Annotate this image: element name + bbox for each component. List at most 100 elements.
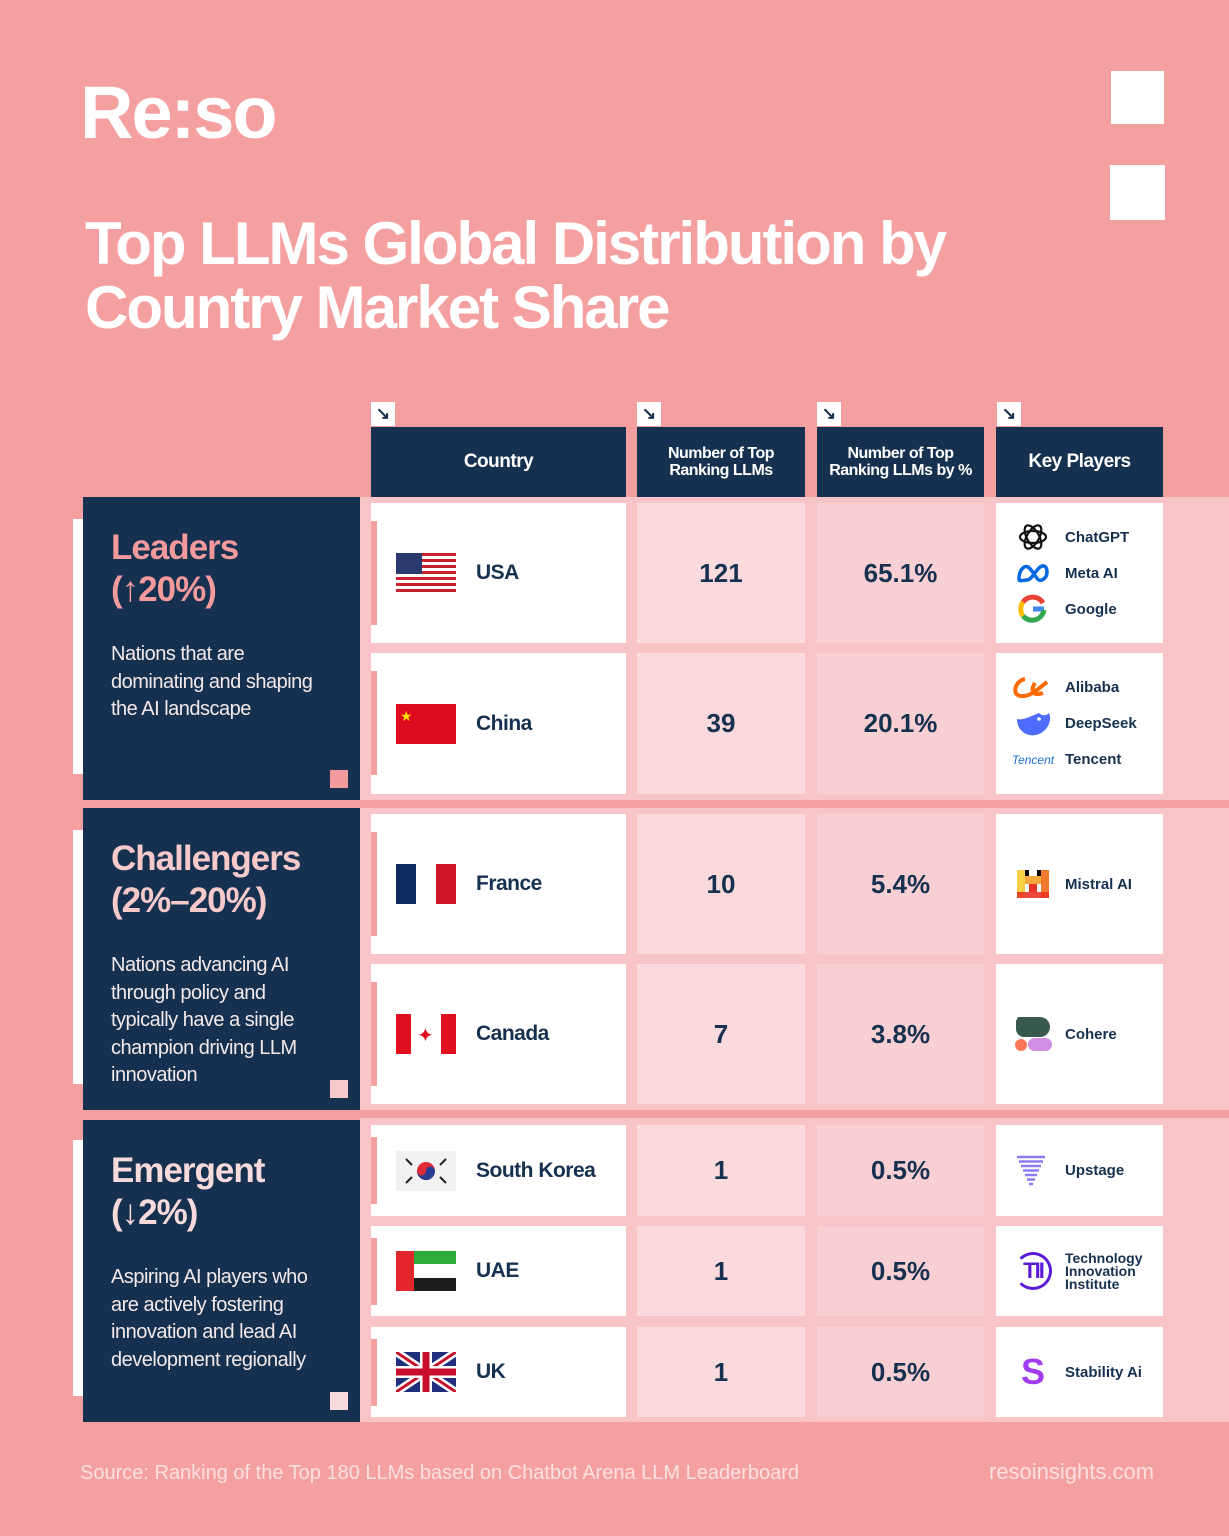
key-player: Upstage	[1011, 1155, 1125, 1185]
key-player-name: ChatGPT	[1065, 528, 1130, 546]
key-player: TII Technology Innovation Institute	[1011, 1251, 1155, 1291]
llm-count: 7	[637, 964, 805, 1104]
flag-uae-icon	[396, 1251, 456, 1291]
row-accent	[371, 1238, 377, 1305]
key-player-name: Upstage	[1065, 1162, 1125, 1179]
key-player-name: Meta AI	[1065, 564, 1118, 582]
arrow-down-right-icon: ↘	[997, 402, 1021, 426]
key-player-name: DeepSeek	[1065, 715, 1137, 732]
key-player-name: Mistral AI	[1065, 875, 1132, 893]
country-name: UAE	[476, 1259, 519, 1282]
row-accent	[371, 832, 377, 936]
row-accent	[371, 521, 377, 625]
panel-accent-bar	[73, 830, 83, 1084]
country-name: France	[476, 872, 542, 895]
flag-korea-icon	[396, 1150, 456, 1191]
decorative-square	[1111, 71, 1164, 124]
group-name: Leaders	[111, 528, 239, 567]
mistral-icon	[1011, 870, 1055, 898]
key-players-cell: Mistral AI	[996, 814, 1163, 954]
llm-count: 121	[637, 503, 805, 643]
group-range: (↑20%)	[111, 570, 217, 609]
cohere-icon	[1011, 1017, 1055, 1051]
header-country: Country	[371, 427, 626, 497]
country-cell: UAE	[371, 1226, 626, 1316]
key-players-cell: S Stability Ai	[996, 1327, 1163, 1417]
deepseek-icon	[1011, 710, 1055, 738]
group-title: Emergent (↓2%)	[111, 1150, 332, 1234]
row-accent	[371, 671, 377, 775]
key-player: Tencent Tencent	[1011, 746, 1122, 774]
country-cell: France	[371, 814, 626, 954]
llm-count: 1	[637, 1125, 805, 1216]
country-cell: ★ China	[371, 653, 626, 794]
flag-usa-icon	[396, 553, 456, 593]
group-description: Nations advancing AI through policy and …	[111, 954, 297, 1086]
panel-accent-bar	[73, 1140, 83, 1396]
llm-percent: 0.5%	[817, 1125, 984, 1216]
country-cell: ✦ Canada	[371, 964, 626, 1104]
country-name: South Korea	[476, 1158, 596, 1182]
country-cell: South Korea	[371, 1125, 626, 1216]
page-title: Top LLMs Global Distribution by Country …	[85, 210, 947, 341]
meta-icon	[1011, 559, 1055, 587]
key-player-name: Google	[1065, 600, 1117, 618]
country-name: Canada	[476, 1022, 549, 1045]
brand-logo: Re:so	[80, 71, 278, 154]
row-accent	[371, 1339, 377, 1406]
key-players-cell: ChatGPT Meta AI Google	[996, 503, 1163, 643]
svg-text:✦: ✦	[417, 1025, 434, 1047]
country-name: USA	[476, 561, 519, 584]
flag-uk-icon	[393, 1348, 459, 1396]
tii-icon-text: TII	[1014, 1252, 1052, 1290]
key-players-cell: Alibaba DeepSeek Tencent Tencent	[996, 653, 1163, 794]
llm-count: 1	[637, 1226, 805, 1316]
tencent-icon-text: Tencent	[1011, 752, 1055, 767]
alibaba-icon	[1011, 674, 1055, 702]
llm-percent: 65.1%	[817, 503, 984, 643]
group-title: Leaders (↑20%)	[111, 527, 332, 611]
header-key-players: Key Players	[996, 427, 1163, 497]
key-player: Alibaba	[1011, 674, 1119, 702]
decorative-square	[1110, 165, 1165, 220]
flag-france-icon	[396, 864, 456, 904]
key-player-name: Tencent	[1065, 751, 1122, 768]
key-player-name: Cohere	[1065, 1025, 1117, 1043]
google-icon	[1011, 594, 1055, 623]
key-player: Google	[1011, 594, 1117, 623]
llm-percent: 3.8%	[817, 964, 984, 1104]
llm-count: 10	[637, 814, 805, 954]
key-players-cell: Cohere	[996, 964, 1163, 1104]
key-player: Cohere	[1011, 1017, 1117, 1051]
arrow-down-right-icon: ↘	[817, 402, 841, 426]
group-name: Emergent	[111, 1151, 265, 1190]
key-player: DeepSeek	[1011, 710, 1137, 738]
openai-icon	[1011, 523, 1055, 551]
group-panel-challengers: Challengers (2%–20%) Nations advancing AI …	[83, 808, 360, 1110]
country-cell: UK	[371, 1327, 626, 1417]
llm-percent: 5.4%	[817, 814, 984, 954]
country-name: UK	[476, 1360, 506, 1383]
key-player-name: Alibaba	[1065, 679, 1120, 696]
decorative-square	[330, 770, 348, 788]
flag-canada-icon: ✦	[396, 1014, 456, 1054]
llm-count: 1	[637, 1327, 805, 1417]
website-link[interactable]: resoinsights.com	[989, 1459, 1155, 1484]
group-panel-emergent: Emergent (↓2%) Aspiring AI players who are…	[83, 1120, 360, 1422]
tii-icon: TII	[1011, 1252, 1055, 1290]
header-percent: Number of Top Ranking LLMs by %	[817, 427, 984, 497]
upstage-icon	[1011, 1155, 1055, 1185]
llm-count: 39	[637, 653, 805, 794]
key-player-name: Stability Ai	[1065, 1363, 1142, 1381]
arrow-down-right-icon: ↘	[637, 402, 661, 426]
group-range: (↓2%)	[111, 1193, 198, 1232]
group-panel-leaders: Leaders (↑20%) Nations that are dominating…	[83, 497, 360, 800]
group-description: Aspiring AI players who are actively fos…	[111, 1266, 308, 1371]
key-players-cell: Upstage	[996, 1125, 1163, 1216]
row-accent	[371, 1137, 377, 1204]
key-player: ChatGPT	[1011, 523, 1129, 551]
decorative-square	[330, 1392, 348, 1410]
country-cell: USA	[371, 503, 626, 643]
llm-percent: 0.5%	[817, 1226, 984, 1316]
header-count: Number of Top Ranking LLMs	[637, 427, 805, 497]
